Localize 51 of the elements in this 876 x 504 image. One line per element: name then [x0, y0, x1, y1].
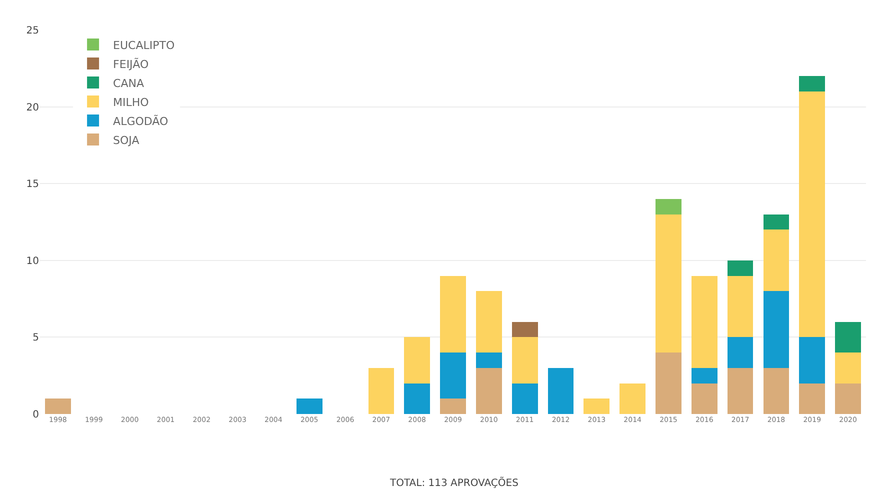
bar — [440, 352, 466, 399]
bar — [45, 398, 71, 414]
bar — [763, 368, 790, 414]
bar — [368, 368, 394, 414]
bar — [548, 368, 574, 414]
bar — [799, 337, 826, 384]
bar — [691, 368, 718, 384]
legend-label: SOJA — [113, 134, 140, 147]
bar — [584, 398, 610, 414]
y-tick-label: 0 — [32, 410, 39, 420]
bar — [404, 337, 430, 384]
bar — [835, 322, 861, 353]
y-tick-label: 20 — [26, 102, 39, 114]
y-tick-label: 10 — [26, 256, 39, 267]
bar — [476, 352, 502, 368]
bar — [512, 322, 538, 338]
bar — [835, 352, 861, 384]
bar — [620, 383, 646, 414]
legend-label: FEIJÃO — [113, 56, 149, 71]
bar — [763, 214, 790, 230]
bar — [512, 383, 538, 414]
bar — [727, 276, 754, 338]
bar — [440, 276, 466, 353]
bar — [691, 276, 718, 368]
y-tick-label: 15 — [26, 179, 39, 190]
bar — [476, 291, 502, 353]
bar — [691, 383, 718, 414]
bar — [727, 260, 754, 276]
bar — [763, 230, 790, 292]
bar — [727, 368, 754, 414]
bar — [656, 352, 682, 414]
y-tick-label: 25 — [26, 26, 39, 36]
y-tick-label: 5 — [32, 332, 39, 344]
text: TOTAL: 113 APROVAÇÕES — [389, 476, 518, 489]
bar — [476, 368, 502, 414]
legend-label: EUCALIPTO — [113, 38, 175, 52]
bar — [799, 383, 826, 414]
bar — [656, 198, 682, 214]
bar — [404, 383, 430, 414]
bar — [656, 214, 682, 353]
bar — [763, 291, 790, 368]
bar — [512, 337, 538, 384]
bar — [835, 383, 861, 414]
bar — [799, 91, 826, 338]
legend-label: MILHO — [113, 96, 150, 109]
legend-label: CANA — [113, 76, 144, 90]
bar — [799, 76, 826, 92]
bar — [296, 398, 322, 414]
legend-label: ALGODÃO — [113, 114, 168, 128]
bar — [440, 398, 466, 414]
bar — [727, 337, 754, 368]
